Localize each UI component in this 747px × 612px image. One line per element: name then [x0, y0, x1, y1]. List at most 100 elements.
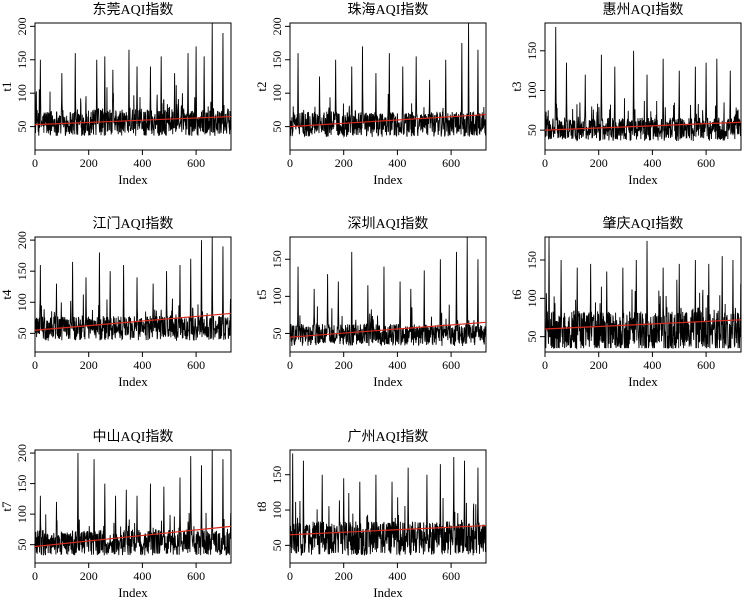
y-tick-label: 150 — [270, 51, 284, 69]
x-tick-label: 200 — [335, 358, 353, 372]
x-tick-label: 200 — [590, 358, 608, 372]
x-tick-label: 600 — [187, 156, 205, 170]
x-tick-label: 600 — [697, 358, 715, 372]
x-tick-label: 0 — [32, 569, 38, 583]
y-tick-label: 50 — [15, 327, 29, 339]
y-tick-label: 100 — [270, 501, 284, 519]
chart-title: 中山AQI指数 — [93, 429, 174, 445]
x-axis-label: Index — [373, 172, 403, 187]
x-tick-label: 200 — [335, 156, 353, 170]
x-axis-label: Index — [373, 585, 403, 600]
aqi-series-line — [289, 22, 487, 139]
x-tick-label: 0 — [287, 569, 293, 583]
plot-frame — [544, 22, 742, 151]
panel-7: 中山AQI指数 0 200 400 600 50 100 150 200 Index t7 — [0, 429, 232, 600]
trend-line — [34, 312, 232, 331]
x-tick-label: 600 — [187, 358, 205, 372]
y-tick-label: 100 — [270, 287, 284, 305]
y-tick-label: 100 — [15, 84, 29, 102]
x-tick-label: 200 — [80, 358, 98, 372]
panel-3: 惠州AQI指数 0 200 400 600 50 100 150 Index t3 — [509, 2, 742, 187]
x-tick-label: 400 — [643, 156, 661, 170]
x-tick-label: 600 — [187, 569, 205, 583]
aqi-series-line — [544, 236, 742, 350]
plot-frame — [289, 449, 487, 564]
x-tick-label: 400 — [388, 156, 406, 170]
aqi-series-line — [544, 26, 742, 142]
panel-1: 东莞AQI指数 0 200 400 600 50 100 150 200 Index t1 — [0, 2, 232, 187]
x-tick-label: 400 — [388, 358, 406, 372]
y-tick-label: 50 — [15, 121, 29, 133]
x-tick-label: 400 — [133, 156, 151, 170]
plot-frame — [34, 236, 232, 353]
y-axis-label: t2 — [254, 81, 269, 91]
y-tick-label: 100 — [15, 293, 29, 311]
y-tick-label: 50 — [270, 121, 284, 133]
x-tick-label: 200 — [80, 569, 98, 583]
x-tick-label: 200 — [590, 156, 608, 170]
chart-title: 惠州AQI指数 — [603, 2, 684, 18]
trend-line — [289, 524, 487, 536]
chart-title: 江门AQI指数 — [93, 216, 174, 232]
x-tick-label: 200 — [80, 156, 98, 170]
trend-line — [34, 525, 232, 548]
y-axis-label: t5 — [254, 289, 269, 299]
y-tick-label: 50 — [270, 539, 284, 551]
y-tick-label: 50 — [525, 124, 539, 136]
y-tick-label: 100 — [270, 84, 284, 102]
y-axis-label: t4 — [0, 289, 14, 300]
x-tick-label: 400 — [133, 358, 151, 372]
x-tick-label: 0 — [32, 358, 38, 372]
x-tick-label: 600 — [442, 156, 460, 170]
x-tick-label: 600 — [442, 358, 460, 372]
y-axis-label: t6 — [509, 289, 524, 300]
y-tick-label: 150 — [270, 466, 284, 484]
chart-title: 肇庆AQI指数 — [603, 216, 684, 232]
x-tick-label: 400 — [643, 358, 661, 372]
x-tick-label: 0 — [32, 156, 38, 170]
y-tick-label: 150 — [15, 51, 29, 69]
x-tick-label: 0 — [542, 156, 548, 170]
x-tick-label: 0 — [542, 358, 548, 372]
y-tick-label: 200 — [15, 444, 29, 462]
y-tick-label: 150 — [15, 262, 29, 280]
y-axis-label: t7 — [0, 501, 14, 512]
trend-line — [34, 115, 232, 126]
chart-title: 广州AQI指数 — [348, 429, 429, 445]
plot-frame — [34, 449, 232, 564]
y-tick-label: 150 — [525, 251, 539, 269]
trend-line — [544, 121, 742, 131]
y-tick-label: 150 — [15, 475, 29, 493]
y-tick-label: 200 — [15, 17, 29, 35]
panel-2: 珠海AQI指数 0 200 400 600 50 100 150 200 Index t2 — [254, 2, 487, 187]
y-tick-label: 50 — [525, 331, 539, 343]
trend-line — [289, 113, 487, 128]
y-tick-label: 50 — [15, 539, 29, 551]
aqi-series-line — [34, 449, 232, 556]
y-tick-label: 50 — [270, 327, 284, 339]
aqi-series-line — [34, 236, 232, 341]
chart-title: 深圳AQI指数 — [348, 216, 429, 232]
x-axis-label: Index — [628, 172, 658, 187]
plot-frame — [289, 236, 487, 353]
x-axis-label: Index — [118, 172, 148, 187]
y-tick-label: 200 — [15, 231, 29, 249]
plot-frame — [289, 22, 487, 151]
y-tick-label: 200 — [270, 17, 284, 35]
panel-8: 广州AQI指数 0 200 400 600 50 100 150 Index t8 — [254, 429, 487, 600]
panel-4: 江门AQI指数 0 200 400 600 50 100 150 200 Index t4 — [0, 216, 232, 389]
x-axis-label: Index — [628, 374, 658, 389]
x-tick-label: 400 — [388, 569, 406, 583]
x-tick-label: 400 — [133, 569, 151, 583]
x-tick-label: 600 — [697, 156, 715, 170]
y-tick-label: 150 — [525, 42, 539, 60]
x-tick-label: 600 — [442, 569, 460, 583]
panel-5: 深圳AQI指数 0 200 400 600 50 100 150 Index t5 — [254, 216, 487, 389]
x-axis-label: Index — [373, 374, 403, 389]
y-axis-label: t1 — [0, 81, 14, 91]
x-tick-label: 200 — [335, 569, 353, 583]
y-axis-label: t3 — [509, 81, 524, 91]
y-tick-label: 100 — [525, 289, 539, 307]
aqi-series-line — [289, 236, 487, 347]
